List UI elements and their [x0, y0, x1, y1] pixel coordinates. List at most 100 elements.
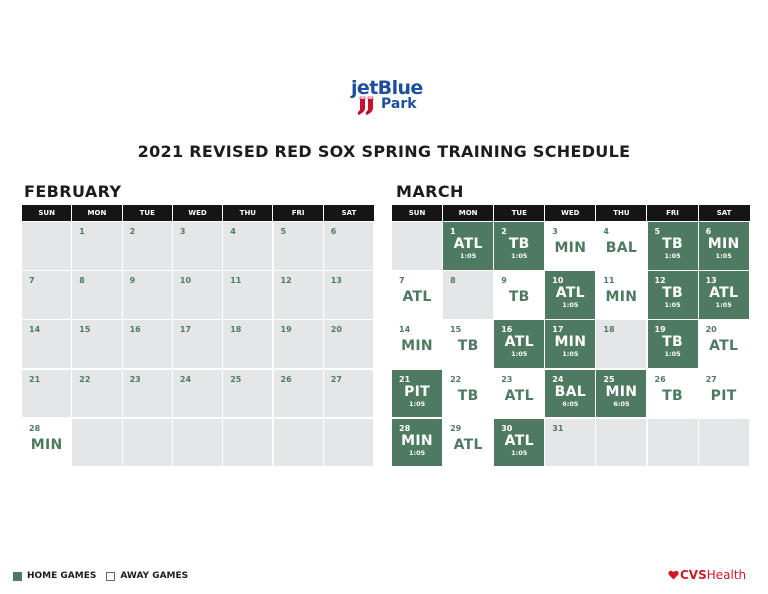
empty-cell	[698, 418, 750, 468]
day-number: 19	[280, 325, 292, 335]
opponent-label: ATL	[453, 436, 483, 453]
home-game-cell-21: 21 PIT 1:05	[392, 369, 444, 419]
day-number: 14	[29, 325, 41, 335]
away-game-cell-11: 11 MIN	[596, 271, 648, 320]
day-number: 7	[29, 276, 35, 286]
opponent-label: ATL	[504, 432, 534, 449]
day-of-week-sat: SAT	[323, 205, 375, 221]
day-cell-12: 12	[273, 271, 324, 320]
day-number: 2	[129, 227, 136, 236]
day-cell-21: 21	[22, 369, 73, 419]
away-game-cell-22: 22 TB	[443, 369, 495, 419]
day-number: 25	[230, 374, 242, 384]
empty-cell	[647, 418, 699, 468]
home-game-cell-28: 28 MIN 1:05	[392, 418, 444, 468]
game-time: 1:05	[715, 301, 732, 310]
day-cell-7: 7	[22, 271, 73, 320]
day-number: 23	[129, 374, 141, 384]
opponent-label: PIT	[404, 383, 430, 400]
home-game-cell-19: 19 TB 1:05	[647, 320, 699, 369]
opponent-label: ATL	[453, 236, 483, 252]
empty-cell	[172, 418, 224, 468]
day-number: 29	[450, 423, 462, 433]
opponent-label: MIN	[554, 334, 587, 351]
day-number: 4	[603, 227, 609, 236]
day-of-week-fri: FRI	[273, 205, 324, 221]
day-number: 3	[179, 227, 186, 236]
day-cell-24: 24	[172, 369, 224, 419]
day-number: 19	[654, 325, 666, 335]
home-game-cell-17: 17 MIN 1:05	[545, 320, 597, 369]
day-number: 17	[552, 325, 564, 335]
day-number: 16	[501, 325, 513, 335]
away-game-cell-3: 3 MIN	[545, 222, 597, 271]
day-of-week-tue: TUE	[494, 205, 546, 221]
game-time: 1:05	[562, 350, 579, 359]
home-game-cell-16: 16 ATL 1:05	[494, 320, 546, 369]
day-number: 12	[280, 276, 292, 286]
day-number: 18	[603, 325, 615, 335]
game-time: 1:05	[460, 252, 477, 260]
opponent-label: TB	[508, 236, 530, 252]
opponent-label: BAL	[554, 383, 586, 400]
day-of-week-thu: THU	[596, 205, 648, 221]
empty-cell	[596, 418, 648, 468]
jetblue-park-logo: jetBlue Park	[351, 78, 423, 124]
away-game-cell-28: 28 MIN	[22, 418, 73, 468]
day-number: 21	[399, 374, 411, 384]
day-number: 5	[654, 227, 661, 236]
day-of-week-mon: MON	[443, 205, 495, 221]
day-number: 11	[603, 276, 615, 286]
away-game-cell-9: 9 TB	[494, 271, 546, 320]
day-number: 9	[129, 276, 136, 286]
cvs-health-logo: CVS Health	[668, 568, 746, 582]
day-number: 31	[552, 423, 564, 433]
day-cell-27: 27	[323, 369, 375, 419]
day-number: 20	[330, 325, 342, 335]
opponent-label: ATL	[504, 334, 534, 351]
day-cell-17: 17	[172, 320, 224, 369]
game-time: 1:05	[408, 399, 426, 408]
page-title: 2021 REVISED RED SOX SPRING TRAINING SCH…	[137, 142, 631, 161]
day-number: 20	[705, 325, 717, 335]
day-number: 18	[230, 325, 242, 335]
opponent-label: TB	[508, 289, 530, 306]
day-of-week-sun: SUN	[22, 205, 73, 221]
away-game-cell-23: 23 ATL	[494, 369, 546, 419]
away-games-label: AWAY GAMES	[120, 571, 189, 581]
day-number: 11	[230, 276, 242, 286]
opponent-label: MIN	[401, 432, 433, 449]
day-number: 2	[501, 227, 507, 236]
day-number: 13	[705, 276, 717, 286]
empty-cell	[122, 418, 173, 468]
day-cell-9: 9	[122, 271, 173, 320]
empty-cell	[72, 418, 123, 468]
empty-cell	[273, 418, 324, 468]
day-cell-26: 26	[273, 369, 324, 419]
heart-icon	[668, 570, 679, 580]
game-time: 1:05	[562, 301, 579, 310]
day-of-week-header: SUN MON TUE WED THU FRI SAT	[392, 205, 750, 221]
day-number: 22	[450, 374, 462, 384]
day-number: 27	[330, 374, 342, 384]
opponent-label: MIN	[554, 240, 587, 256]
day-number: 30	[501, 423, 513, 433]
day-cell-4: 4	[223, 222, 274, 271]
day-number: 6	[330, 227, 337, 236]
day-number: 24	[179, 374, 192, 384]
day-number: 1	[450, 227, 456, 236]
day-cell-13: 13	[323, 271, 375, 320]
game-time: 6:05	[613, 399, 630, 408]
day-number: 6	[705, 227, 712, 236]
legend: HOME GAMES AWAY GAMES	[13, 571, 188, 581]
day-of-week-tue: TUE	[122, 205, 173, 221]
home-games-label: HOME GAMES	[27, 571, 97, 581]
day-number: 26	[654, 374, 666, 384]
day-number: 8	[450, 276, 456, 286]
day-number: 22	[79, 374, 91, 384]
opponent-label: ATL	[504, 387, 534, 404]
day-number: 25	[603, 374, 615, 384]
day-number: 21	[29, 374, 41, 384]
away-game-cell-14: 14 MIN	[392, 320, 444, 369]
game-time: 1:05	[511, 252, 528, 260]
